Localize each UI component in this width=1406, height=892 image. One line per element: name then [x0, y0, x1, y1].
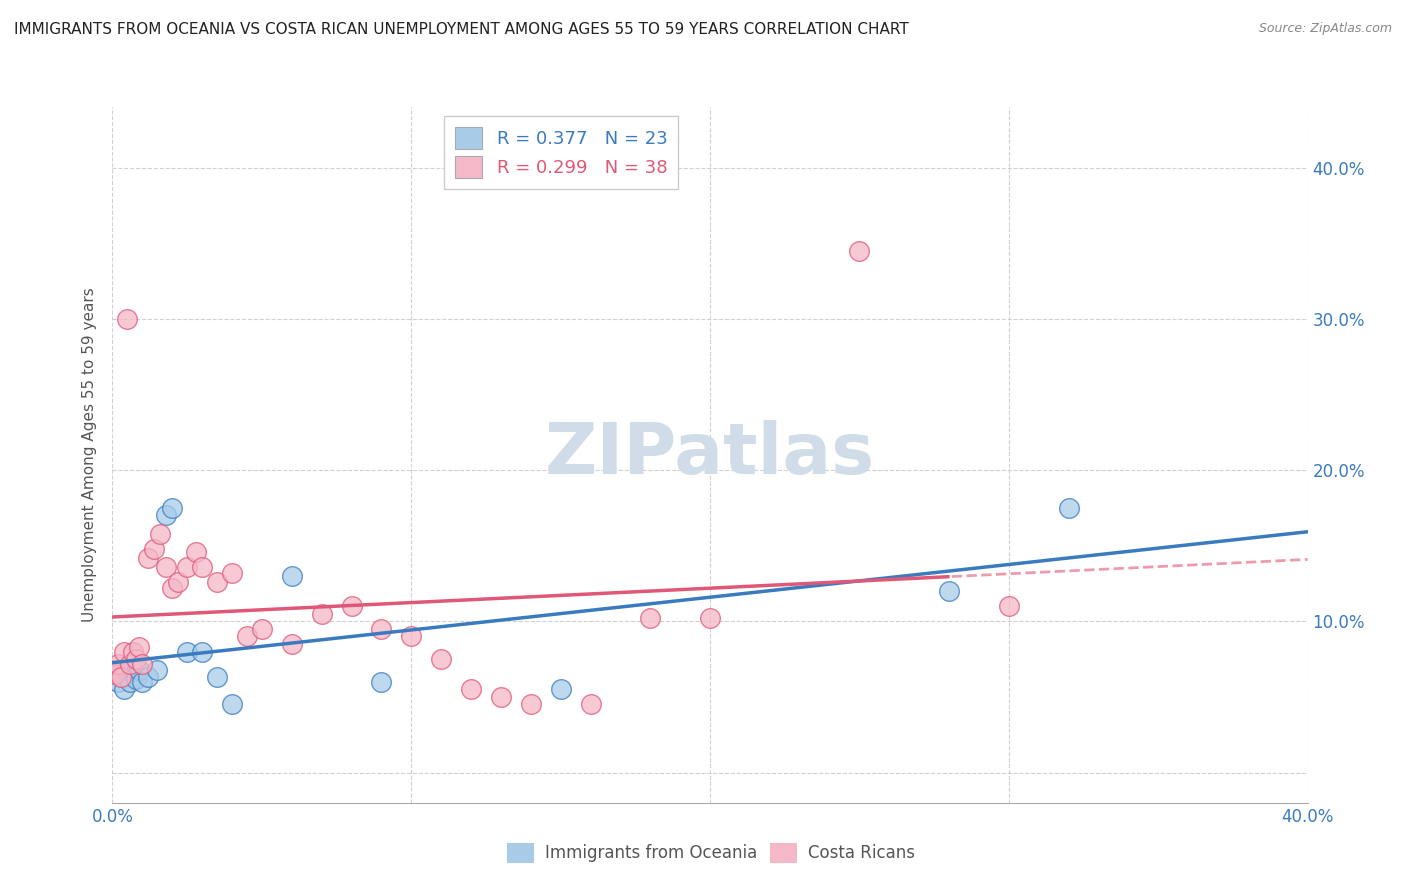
Point — [186, 545, 208, 559]
Point — [146, 663, 169, 677]
Point — [120, 674, 142, 689]
Legend: R = 0.377   N = 23, R = 0.299   N = 38: R = 0.377 N = 23, R = 0.299 N = 38 — [444, 116, 678, 189]
Point — [149, 526, 172, 541]
Point — [155, 559, 177, 574]
Point — [401, 629, 423, 643]
Point — [125, 652, 148, 666]
Point — [117, 663, 139, 677]
Point — [370, 674, 392, 689]
Point — [120, 657, 142, 671]
Point — [191, 559, 214, 574]
Point — [110, 670, 132, 684]
Point — [131, 657, 153, 671]
Point — [520, 698, 543, 712]
Point — [114, 682, 135, 697]
Point — [107, 657, 129, 671]
Point — [167, 574, 190, 589]
Point — [281, 637, 304, 651]
Point — [101, 667, 124, 681]
Point — [122, 644, 145, 658]
Point — [221, 698, 243, 712]
Point — [176, 644, 198, 658]
Point — [205, 670, 228, 684]
Point — [122, 657, 145, 671]
Point — [489, 690, 512, 704]
Point — [550, 682, 572, 697]
Point — [176, 559, 198, 574]
Point — [191, 644, 214, 658]
Text: Source: ZipAtlas.com: Source: ZipAtlas.com — [1258, 22, 1392, 36]
Bar — [770, 843, 796, 862]
Point — [281, 569, 304, 583]
Point — [143, 541, 166, 556]
Text: Immigrants from Oceania: Immigrants from Oceania — [546, 844, 758, 862]
Point — [311, 607, 333, 621]
Point — [250, 622, 273, 636]
Bar — [508, 843, 533, 862]
Point — [128, 640, 150, 654]
Point — [1057, 500, 1080, 515]
Point — [221, 566, 243, 580]
Point — [162, 581, 183, 595]
Point — [128, 663, 150, 677]
Point — [138, 550, 160, 565]
Point — [138, 670, 160, 684]
Point — [107, 674, 129, 689]
Point — [104, 667, 127, 681]
Point — [125, 672, 148, 686]
Point — [460, 682, 482, 697]
Text: IMMIGRANTS FROM OCEANIA VS COSTA RICAN UNEMPLOYMENT AMONG AGES 55 TO 59 YEARS CO: IMMIGRANTS FROM OCEANIA VS COSTA RICAN U… — [14, 22, 908, 37]
Point — [162, 500, 183, 515]
Point — [155, 508, 177, 523]
Point — [101, 663, 124, 677]
Point — [131, 674, 153, 689]
Point — [110, 667, 132, 681]
Y-axis label: Unemployment Among Ages 55 to 59 years: Unemployment Among Ages 55 to 59 years — [82, 287, 97, 623]
Point — [848, 244, 870, 258]
Text: ZIPatlas: ZIPatlas — [546, 420, 875, 490]
Point — [114, 644, 135, 658]
Point — [699, 611, 721, 625]
Text: Costa Ricans: Costa Ricans — [808, 844, 915, 862]
Point — [205, 574, 228, 589]
Point — [579, 698, 602, 712]
Point — [638, 611, 662, 625]
Point — [236, 629, 259, 643]
Point — [370, 622, 392, 636]
Point — [117, 311, 139, 326]
Point — [998, 599, 1021, 614]
Point — [340, 599, 363, 614]
Point — [938, 584, 960, 599]
Point — [430, 652, 453, 666]
